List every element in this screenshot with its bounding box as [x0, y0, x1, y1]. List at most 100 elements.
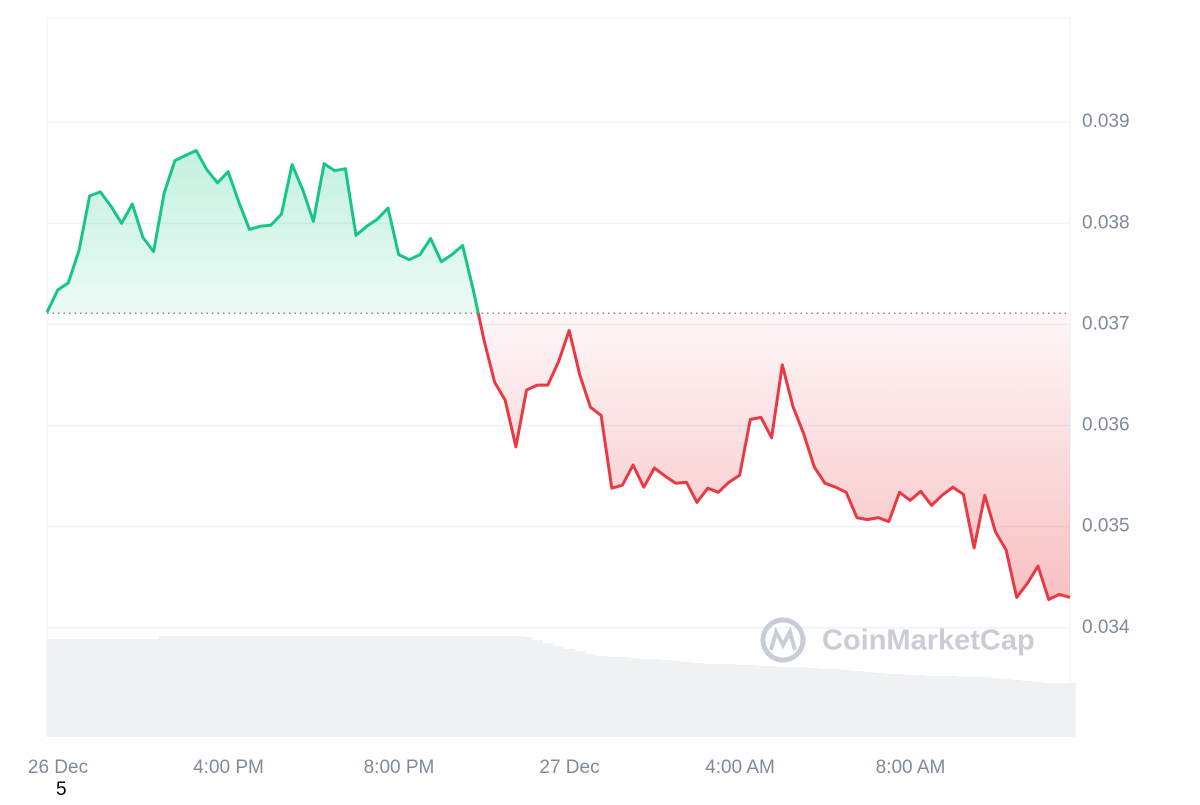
volume-bar: [531, 639, 543, 737]
volume-bar: [766, 665, 778, 737]
volume-bar: [947, 675, 959, 737]
volume-bar: [169, 635, 181, 737]
volume-bar: [840, 669, 852, 737]
y-tick-label: 0.035: [1082, 516, 1130, 537]
volume-bar: [116, 638, 128, 737]
volume-bar: [126, 638, 139, 737]
volume-bar: [862, 671, 874, 737]
volume-bar: [1043, 682, 1055, 737]
volume-bar: [84, 638, 96, 737]
volume-bar: [222, 635, 234, 737]
volume-bar: [542, 642, 554, 737]
volume-bar: [350, 635, 362, 737]
volume-bar: [318, 635, 330, 737]
x-tick-label: 27 Dec: [539, 757, 599, 778]
volume-bar: [585, 653, 597, 737]
volume-bar: [606, 656, 618, 737]
note: 5: [56, 779, 67, 800]
volume-bar: [276, 635, 288, 737]
volume-bar: [968, 676, 980, 737]
volume-bar: [308, 635, 320, 737]
x-tick-label: 4:00 PM: [193, 757, 264, 778]
volume-bar: [158, 635, 170, 737]
volume-bar: [404, 635, 416, 737]
volume-bar: [425, 635, 437, 737]
volume-bar: [457, 635, 469, 737]
volume-bar: [1054, 682, 1066, 737]
volume-bar: [297, 635, 309, 737]
volume-bar: [659, 659, 671, 737]
volume-bar: [467, 635, 480, 737]
volume-bar: [713, 663, 725, 737]
volume-bar: [73, 638, 85, 737]
x-tick-label: 26 Dec: [28, 757, 88, 778]
volume-bar: [201, 635, 213, 737]
volume-bar: [745, 664, 757, 737]
volume-bar: [958, 676, 970, 737]
volume-bar: [414, 635, 426, 737]
volume-bar: [574, 650, 586, 737]
volume-bar: [446, 635, 458, 737]
y-tick-label: 0.037: [1082, 313, 1130, 334]
volume-bar: [499, 635, 511, 737]
volume-bar: [1032, 681, 1044, 737]
volume-bar: [254, 635, 266, 737]
volume-bar: [95, 638, 107, 737]
volume-bar: [1022, 680, 1034, 737]
volume-bar: [1000, 678, 1012, 737]
volume-bar: [702, 663, 714, 737]
volume-bar: [329, 635, 341, 737]
volume-bar: [489, 635, 501, 737]
volume-bar: [851, 670, 863, 737]
volume-bar: [478, 635, 490, 737]
x-tick-label: 8:00 AM: [876, 757, 946, 778]
volume-bar: [244, 635, 256, 737]
volume-bar: [190, 635, 202, 737]
volume-bar: [627, 657, 639, 737]
volume-bar: [872, 672, 884, 737]
volume-bar: [436, 635, 448, 737]
volume-bar: [63, 638, 75, 737]
volume-bar: [521, 636, 533, 737]
x-tick-label: 4:00 AM: [705, 757, 775, 778]
volume-bar: [265, 635, 277, 737]
volume-bar: [894, 673, 906, 737]
volume-bar: [979, 676, 991, 737]
volume-bar: [734, 664, 746, 737]
y-tick-label: 0.039: [1082, 111, 1130, 132]
volume-bar: [105, 638, 117, 737]
volume-bar: [755, 665, 767, 737]
volume-bar: [649, 658, 661, 737]
volume-bar: [393, 635, 405, 737]
volume-bar: [915, 674, 927, 737]
y-tick-label: 0.034: [1082, 617, 1130, 638]
volume-bar: [681, 661, 693, 737]
volume-bar: [233, 635, 245, 737]
y-tick-label: 0.038: [1082, 212, 1130, 233]
volume-bar: [52, 638, 64, 737]
volume-bar: [286, 635, 298, 737]
price-area: [47, 150, 1070, 600]
watermark-text: CoinMarketCap: [822, 625, 1035, 657]
volume-bar: [787, 666, 799, 737]
volume-bar: [212, 635, 224, 737]
x-tick-label: 8:00 PM: [364, 757, 435, 778]
volume-bar: [340, 635, 352, 737]
volume-bar: [926, 675, 938, 737]
price-line: [45, 149, 1071, 601]
volume-bar: [691, 662, 703, 737]
volume-bar: [883, 673, 895, 737]
volume-bar: [553, 645, 565, 737]
volume-bar: [1011, 679, 1023, 737]
volume-bar: [777, 666, 789, 737]
volume-bar: [510, 635, 522, 737]
volume-bar: [148, 638, 160, 737]
volume-bar: [670, 660, 682, 737]
volume-bar: [595, 655, 607, 737]
volume-bar: [382, 635, 394, 737]
volume-bar: [180, 635, 192, 737]
volume-bar: [137, 638, 149, 737]
volume-bar: [723, 663, 735, 737]
volume-bar: [936, 675, 948, 737]
